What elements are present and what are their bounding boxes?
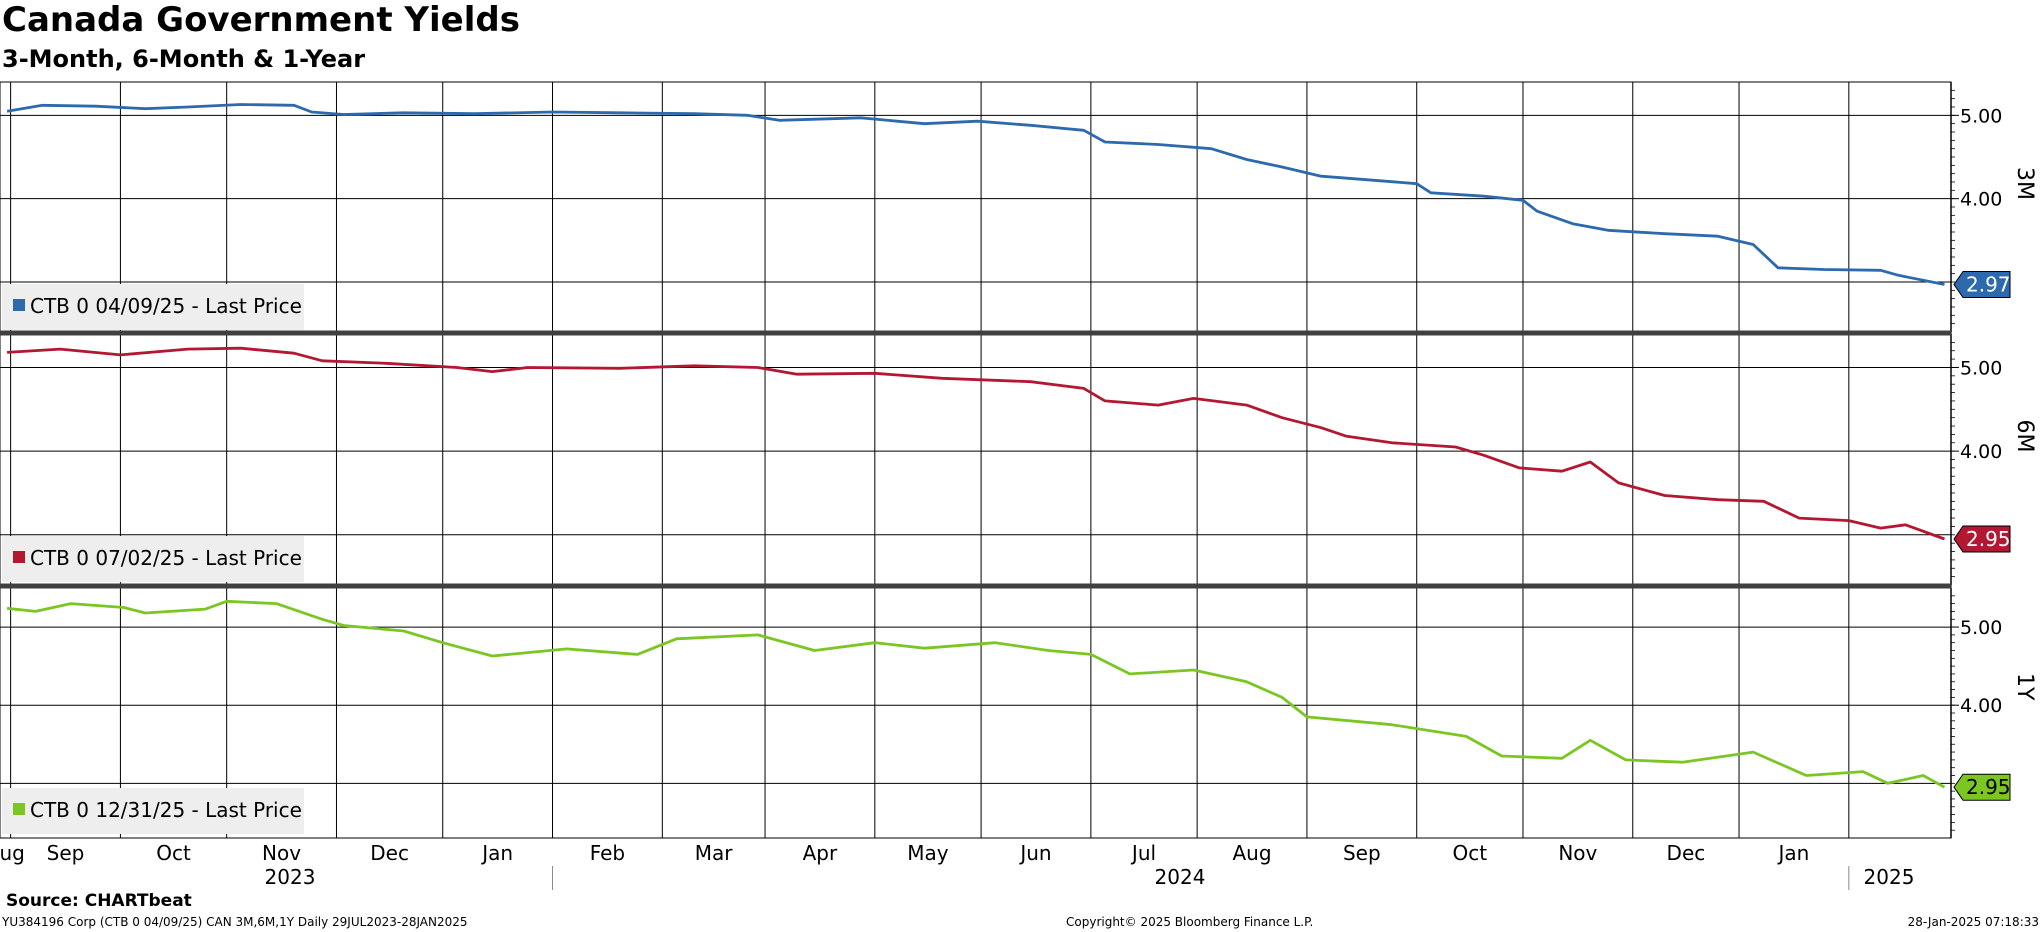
y-tick-label: 4.00 (1960, 441, 2002, 463)
plot-frame (0, 81, 1952, 839)
y-tick-label: 4.00 (1960, 189, 2002, 211)
footer-ticker-info: YU384196 Corp (CTB 0 04/09/25) CAN 3M,6M… (2, 915, 468, 929)
last-value-tag (1953, 773, 2011, 801)
legend-swatch (13, 299, 25, 311)
x-month-label: Dec (1667, 841, 1706, 865)
y-tick-label: 5.00 (1960, 357, 2002, 379)
last-value-label: 2.95 (1966, 527, 2011, 551)
series-line (6, 599, 1946, 789)
x-month-label: Aug (1233, 841, 1272, 865)
x-month-label: Sep (47, 841, 85, 865)
x-year-label: 2023 (265, 865, 316, 889)
panel-axis-label: 3M (2012, 167, 2037, 200)
x-month-label: Nov (262, 841, 301, 865)
panel-axis-label: 1Y (2012, 673, 2037, 701)
chart-title: Canada Government Yields (2, 0, 520, 40)
y-tick-label: 5.00 (1960, 105, 2002, 127)
legend-label: CTB 0 04/09/25 - Last Price (30, 294, 302, 318)
x-month-label: Jan (480, 841, 513, 865)
x-month-label: Nov (1558, 841, 1597, 865)
legend-swatch (13, 551, 25, 563)
series-line (7, 346, 1945, 541)
last-value-label: 2.95 (1966, 775, 2011, 799)
x-month-label: Jan (1777, 841, 1810, 865)
x-month-label: Aug (0, 841, 25, 865)
x-month-label: Oct (1453, 841, 1488, 865)
legend-swatch (13, 803, 25, 815)
x-month-label: May (907, 841, 949, 865)
legend-box (2, 284, 304, 330)
x-year-label: 2024 (1155, 865, 1206, 889)
last-value-tag (1953, 525, 2011, 553)
x-year-label: 2025 (1864, 865, 1915, 889)
panel-axis-label: 6M (2012, 420, 2037, 453)
legend-label: CTB 0 12/31/25 - Last Price (30, 798, 302, 822)
x-month-label: Dec (370, 841, 409, 865)
series-line (6, 103, 1945, 286)
y-tick-label: 5.00 (1960, 617, 2002, 639)
x-month-label: Jul (1130, 841, 1156, 865)
y-tick-label: 4.00 (1960, 695, 2002, 717)
last-value-tag (1953, 271, 2011, 298)
last-value-label: 2.97 (1966, 273, 2011, 297)
chart-subtitle: 3-Month, 6-Month & 1-Year (2, 45, 366, 73)
x-month-label: Feb (590, 841, 625, 865)
legend-box (2, 536, 304, 582)
x-month-label: Oct (156, 841, 191, 865)
x-month-label: Jun (1018, 841, 1051, 865)
x-month-label: Mar (695, 841, 734, 865)
x-month-label: Apr (803, 841, 838, 865)
footer-copyright: Copyright© 2025 Bloomberg Finance L.P. (1066, 915, 1314, 929)
legend-label: CTB 0 07/02/25 - Last Price (30, 546, 302, 570)
legend-box (2, 788, 304, 834)
source-label: Source: CHARTbeat (6, 891, 192, 911)
footer-timestamp: 28-Jan-2025 07:18:33 (1907, 915, 2039, 929)
x-month-label: Sep (1343, 841, 1381, 865)
